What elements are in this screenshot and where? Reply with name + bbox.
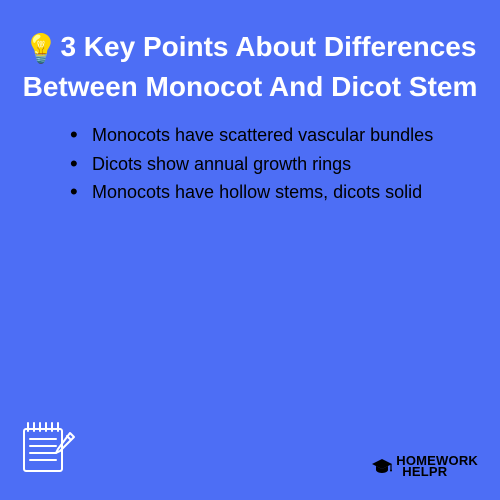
list-item: Monocots have hollow stems, dicots solid <box>70 180 450 204</box>
list-item: Monocots have scattered vascular bundles <box>70 123 450 147</box>
title-block: 💡3 Key Points About Differences Between … <box>20 28 480 105</box>
logo-text: HOMEWORK HELPR <box>396 455 478 478</box>
graduation-cap-icon <box>371 458 393 474</box>
page-title: 3 Key Points About Differences Between M… <box>23 31 478 102</box>
header: 💡3 Key Points About Differences Between … <box>0 0 500 105</box>
lightbulb-icon: 💡 <box>24 30 59 68</box>
logo-line2: HELPR <box>402 466 478 478</box>
key-points-list: Monocots have scattered vascular bundles… <box>0 105 500 204</box>
list-item: Dicots show annual growth rings <box>70 152 450 176</box>
brand-logo: HOMEWORK HELPR <box>371 455 478 478</box>
notepad-pencil-icon <box>18 415 80 482</box>
